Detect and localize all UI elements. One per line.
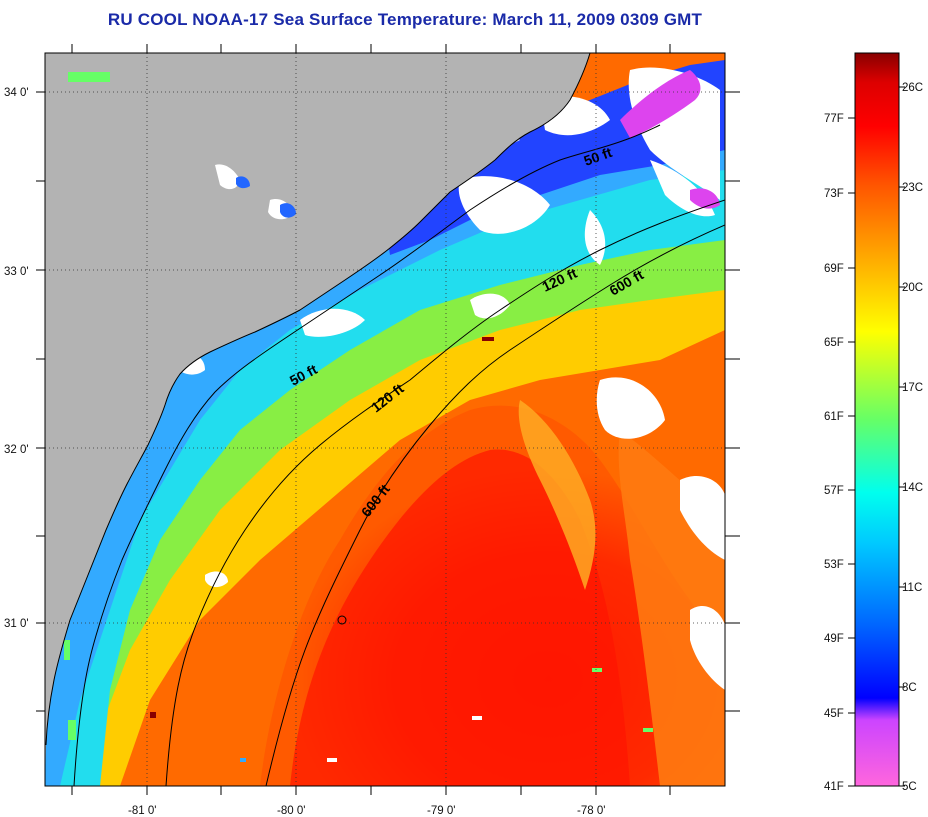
coastline: [45, 53, 591, 746]
colorbar-f-label: 69F: [824, 263, 844, 275]
lat-label-34: 34 0': [4, 87, 29, 99]
contour-50ft: [73, 124, 661, 786]
graticule: [45, 53, 725, 786]
contour-120ft: [165, 199, 725, 786]
colorbar-f-label: 49F: [824, 633, 844, 645]
cold-magenta-patches: [620, 70, 720, 209]
colorbar-f-label: 41F: [824, 781, 844, 793]
lat-label-31: 31 0': [4, 618, 29, 630]
lon-label-79: -79 0': [427, 805, 455, 817]
inland-green-patches: [64, 72, 110, 740]
marker-darkred-north: [482, 337, 494, 341]
sst-warm-core-center: [290, 449, 630, 786]
axis-ticks: [36, 44, 740, 795]
land-mass: [45, 53, 590, 786]
colorbar-gradient: [854, 52, 900, 787]
colorbar-f-label: 77F: [824, 113, 844, 125]
colorbar-f-label: 45F: [824, 708, 844, 720]
colorbar-c-label: 26C: [902, 82, 923, 94]
colorbar-c-label: 20C: [902, 282, 923, 294]
marker-green: [643, 728, 653, 732]
station-marker: [337, 615, 347, 625]
lon-label-80: -80 0': [277, 805, 305, 817]
colorbar-f-label: 57F: [824, 485, 844, 497]
colorbar-c-label: 17C: [902, 382, 923, 394]
inland-blue-patches: [236, 176, 296, 218]
colorbar-celsius-labels: 26C 23C 20C 17C 14C 11C 8C 5C: [902, 82, 923, 793]
colorbar-f-label: 73F: [824, 188, 844, 200]
marker-darkred-south: [150, 712, 156, 718]
colorbar: 77F 73F 69F 65F 61F 57F 53F 49F 45F 41F 26C 23C 20C…: [824, 52, 923, 793]
lon-label-81: -81 0': [128, 805, 156, 817]
marker-white-1: [472, 716, 482, 720]
colorbar-c-label: 11C: [902, 582, 922, 594]
marker-blue: [240, 758, 246, 762]
longitude-axis: -81 0' -80 0' -79 0' -78 0': [128, 805, 605, 817]
lon-label-78: -78 0': [577, 805, 605, 817]
colorbar-f-label: 65F: [824, 337, 844, 349]
map-title: RU COOL NOAA-17 Sea Surface Temperature:…: [107, 10, 703, 29]
marker-white-2: [327, 758, 337, 762]
colorbar-f-label: 53F: [824, 559, 844, 571]
colorbar-c-label: 5C: [902, 781, 917, 793]
marker-green-2: [592, 668, 602, 672]
colorbar-c-label: 8C: [902, 682, 917, 694]
lat-label-32: 32 0': [4, 444, 29, 456]
colorbar-f-label: 61F: [824, 411, 844, 423]
colorbar-c-label: 14C: [902, 482, 923, 494]
latitude-axis: 34 0' 33 0' 32 0' 31 0': [4, 87, 29, 630]
lat-label-33: 33 0': [4, 266, 29, 278]
sst-band-yellow: [45, 200, 725, 786]
sst-warm-band-yellow-streak: [518, 400, 596, 590]
colorbar-fahrenheit-labels: 77F 73F 69F 65F 61F 57F 53F 49F 45F 41F: [824, 113, 844, 793]
map-frame: [44, 52, 726, 787]
cloud-cover: [175, 67, 725, 690]
colorbar-c-label: 23C: [902, 182, 923, 194]
colorbar-ticks: [848, 86, 905, 787]
contour-600ft: [265, 224, 725, 786]
map-area: 50 ft 50 ft 120 ft 120 ft 600 ft 600 ft: [45, 53, 725, 786]
